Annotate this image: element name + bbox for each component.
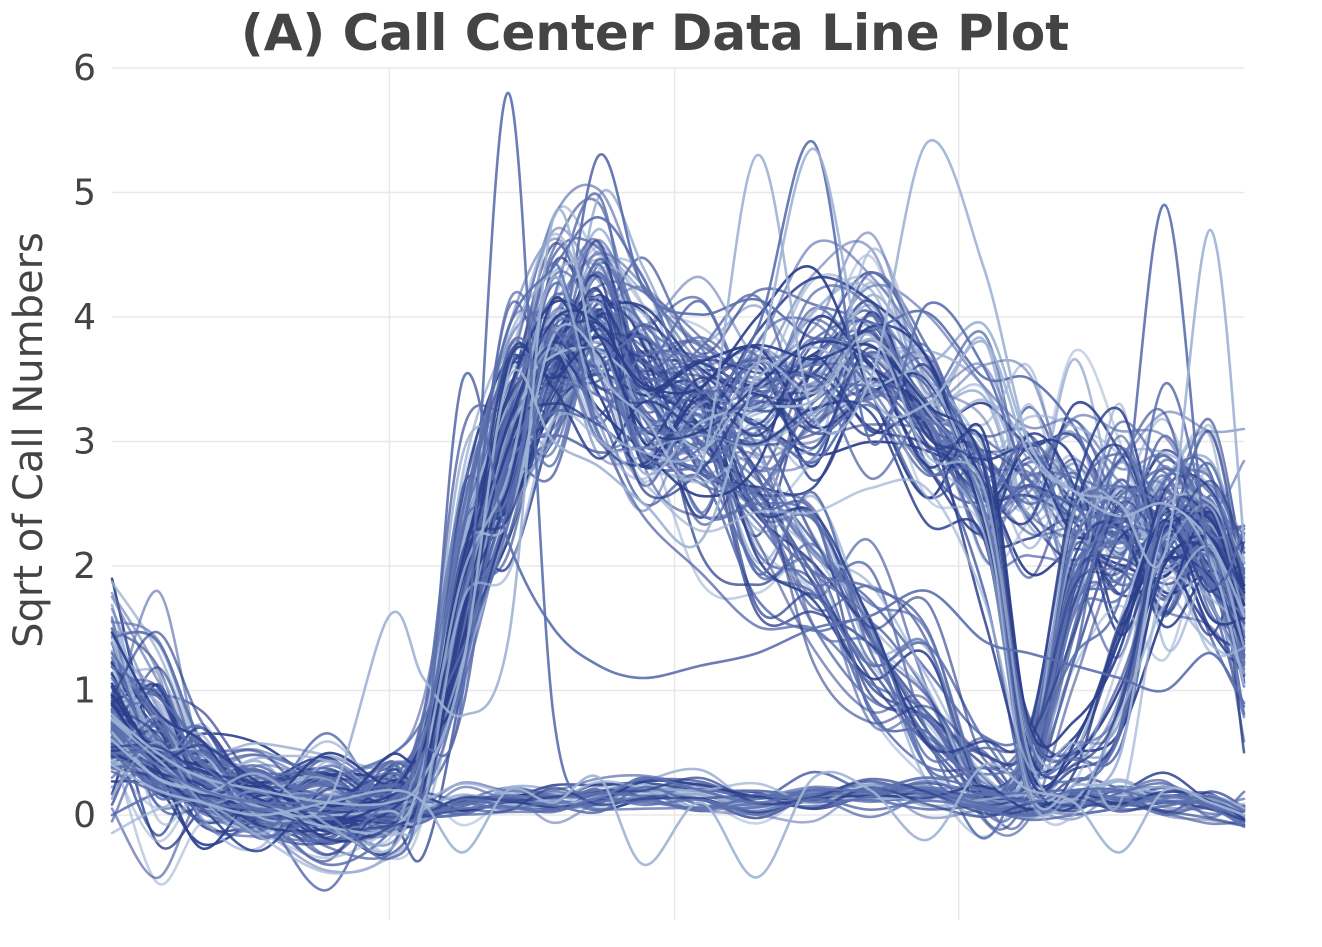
- series-line-142: [110, 309, 1246, 824]
- series-line-148: [110, 346, 1246, 843]
- y-tick-label: 2: [73, 546, 96, 587]
- series-line-128: [110, 265, 1246, 805]
- chart-title: (A) Call Center Data Line Plot: [241, 4, 1069, 62]
- y-tick-label: 4: [73, 297, 96, 338]
- y-tick-label: 1: [73, 671, 96, 712]
- y-tick-label: 0: [73, 795, 96, 836]
- tick-layer: 0 1 2 3 4 5 6: [73, 48, 96, 836]
- series-line-146: [110, 371, 1246, 813]
- series-line-150: [110, 91, 1246, 817]
- series-line-140: [110, 322, 1246, 835]
- series-line-154: [110, 371, 1246, 861]
- y-tick-label: 5: [73, 173, 96, 214]
- series-line-136: [110, 317, 1246, 843]
- series-line-152: [110, 139, 1246, 809]
- series-line-147: [110, 412, 1246, 875]
- series-line-153: [110, 147, 1246, 807]
- series-line-60: [110, 369, 1246, 886]
- series-layer: [110, 91, 1246, 892]
- y-tick-label: 6: [73, 48, 96, 89]
- y-tick-label: 3: [73, 422, 96, 463]
- series-line-151: [110, 139, 1246, 818]
- y-axis-label: Sqrt of Call Numbers: [6, 232, 52, 648]
- series-line-155: [110, 762, 1246, 879]
